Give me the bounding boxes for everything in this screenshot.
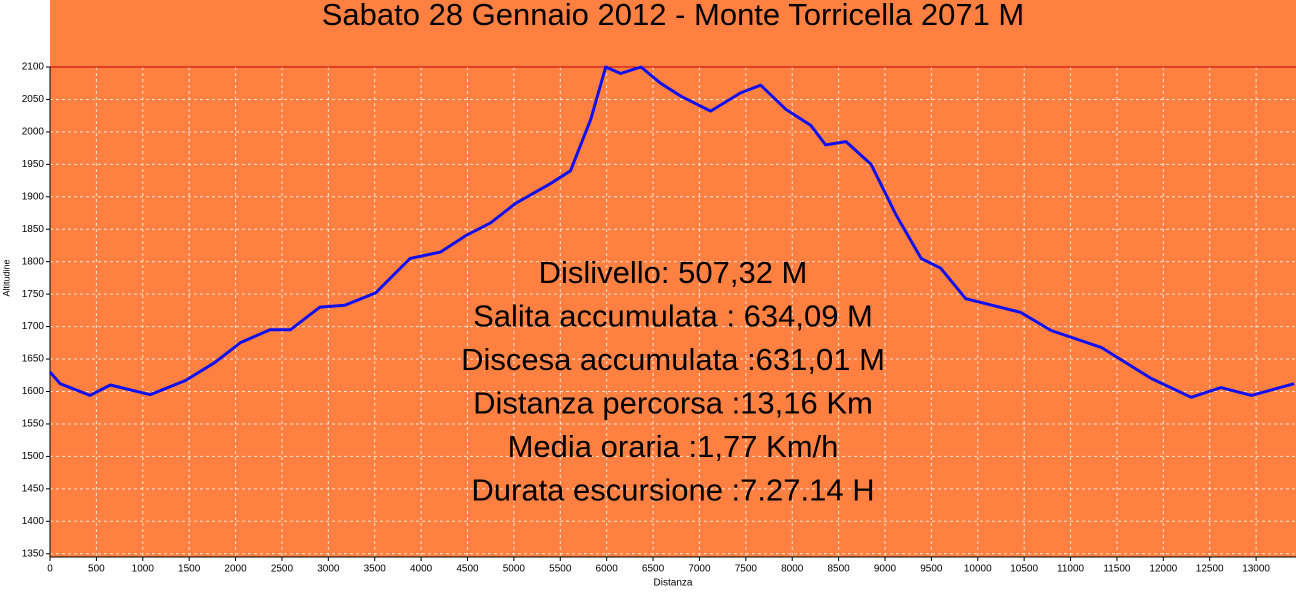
stat-annotation: Media oraria :1,77 Km/h — [508, 429, 839, 464]
x-tick-label: 10000 — [964, 564, 992, 575]
stat-annotation: Discesa accumulata :631,01 M — [461, 342, 885, 377]
x-tick-label: 3500 — [364, 564, 387, 575]
x-tick-label: 8000 — [781, 564, 804, 575]
x-tick-label: 1000 — [132, 564, 155, 575]
x-tick-label: 13000 — [1242, 564, 1270, 575]
stat-annotation: Distanza percorsa :13,16 Km — [473, 386, 873, 421]
profile-line — [48, 65, 1295, 399]
x-tick-label: 6500 — [642, 564, 665, 575]
x-tick-label: 8500 — [827, 564, 850, 575]
y-tick-label: 1750 — [22, 289, 45, 300]
x-tick-label: 9000 — [874, 564, 897, 575]
x-tick-label: 11000 — [1057, 564, 1085, 575]
y-tick-label: 1350 — [22, 548, 45, 559]
chart-title: Sabato 28 Gennaio 2012 - Monte Torricell… — [322, 0, 1025, 32]
y-tick-label: 1600 — [22, 386, 45, 397]
y-tick-label: 1800 — [22, 256, 45, 267]
y-tick-label: 1400 — [22, 516, 45, 527]
y-tick-label: 1500 — [22, 451, 45, 462]
x-axis-label: Distanza — [654, 578, 693, 589]
y-axis-label: Altitudine — [1, 259, 11, 296]
x-tick-label: 9500 — [920, 564, 943, 575]
x-tick-label: 7000 — [688, 564, 711, 575]
x-tick-label: 12000 — [1149, 564, 1177, 575]
y-tick-label: 2000 — [22, 127, 45, 138]
y-tick-label: 1700 — [22, 321, 45, 332]
x-tick-label: 2500 — [271, 564, 294, 575]
y-tick-label: 2050 — [22, 94, 45, 105]
title-band — [50, 0, 1296, 67]
y-tick-label: 1650 — [22, 354, 45, 365]
x-tick-label: 12500 — [1196, 564, 1224, 575]
x-tick-label: 11500 — [1103, 564, 1131, 575]
y-tick-label: 2100 — [22, 62, 45, 73]
x-tick-label: 500 — [88, 564, 105, 575]
x-tick-label: 6000 — [596, 564, 619, 575]
x-tick-label: 5500 — [549, 564, 572, 575]
x-tick-label: 4500 — [456, 564, 479, 575]
x-tick-label: 7500 — [735, 564, 758, 575]
y-tick-label: 1550 — [22, 419, 45, 430]
x-tick-label: 4000 — [410, 564, 433, 575]
stat-annotation: Dislivello: 507,32 M — [539, 255, 808, 290]
x-tick-label: 0 — [47, 564, 53, 575]
x-tick-label: 10500 — [1010, 564, 1038, 575]
y-tick-label: 1850 — [22, 224, 45, 235]
y-tick-label: 1950 — [22, 159, 45, 170]
x-tick-label: 3000 — [317, 564, 340, 575]
plot-area — [50, 67, 1296, 557]
x-tick-label: 2000 — [224, 564, 247, 575]
y-tick-label: 1450 — [22, 483, 45, 494]
x-tick-label: 1500 — [178, 564, 201, 575]
y-tick-label: 1900 — [22, 191, 45, 202]
stat-annotation: Salita accumulata : 634,09 M — [473, 299, 873, 334]
x-tick-label: 5000 — [503, 564, 526, 575]
stat-annotation: Durata escursione :7.27.14 H — [471, 473, 874, 508]
